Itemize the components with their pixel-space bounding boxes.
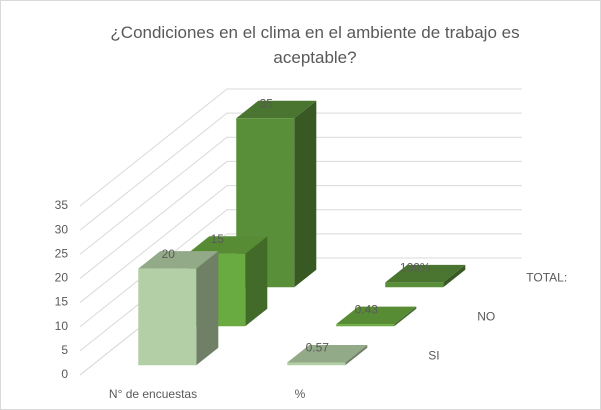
- bar-face: [385, 264, 466, 283]
- data-label: 0.57: [306, 341, 330, 355]
- bar: [287, 344, 368, 366]
- bar-face: [245, 236, 268, 327]
- y-tick-label: 10: [55, 319, 69, 333]
- bar-face: [287, 362, 346, 366]
- bar-face: [138, 268, 197, 366]
- bar-face: [138, 251, 219, 269]
- grid-line: [79, 88, 522, 207]
- x-tick-label: N° de encuestas: [109, 387, 197, 401]
- bar-face: [394, 306, 417, 327]
- series-label: SI: [428, 348, 439, 362]
- data-label: 15: [211, 232, 225, 246]
- chart-title: ¿Condiciones en el clima en el ambiente …: [110, 23, 520, 67]
- bar-face: [336, 306, 417, 325]
- bar: [385, 264, 466, 288]
- grid-line: [79, 233, 522, 352]
- y-tick-label: 35: [55, 198, 69, 212]
- grid-line: [79, 112, 522, 231]
- bar-face: [196, 251, 219, 366]
- bar-face: [385, 282, 444, 288]
- data-label: 0.43: [355, 302, 379, 316]
- bar-face: [187, 236, 268, 254]
- series-label: NO: [477, 309, 495, 323]
- bar-face: [294, 100, 317, 288]
- y-tick-label: 15: [55, 295, 69, 309]
- y-tick-label: 0: [61, 367, 68, 381]
- data-label: 100%: [400, 261, 431, 275]
- bar: [336, 306, 417, 327]
- bar-face: [287, 344, 368, 363]
- y-tick-label: 25: [55, 246, 69, 260]
- series-label: TOTAL:: [526, 270, 567, 284]
- bar-face: [236, 100, 317, 119]
- bar: [138, 251, 219, 366]
- grid-line: [79, 136, 522, 255]
- grid-line: [79, 185, 522, 303]
- x-tick-label: %: [295, 387, 306, 401]
- data-label: 20: [162, 247, 176, 261]
- grid-line: [79, 160, 522, 279]
- y-tick-label: 5: [61, 343, 68, 357]
- bar-face: [443, 264, 466, 288]
- bar-face: [345, 344, 368, 366]
- y-tick-label: 20: [55, 271, 69, 285]
- bar-face: [336, 324, 395, 327]
- grid-line: [79, 209, 522, 328]
- data-label: 35: [260, 96, 274, 110]
- y-tick-label: 30: [55, 222, 69, 236]
